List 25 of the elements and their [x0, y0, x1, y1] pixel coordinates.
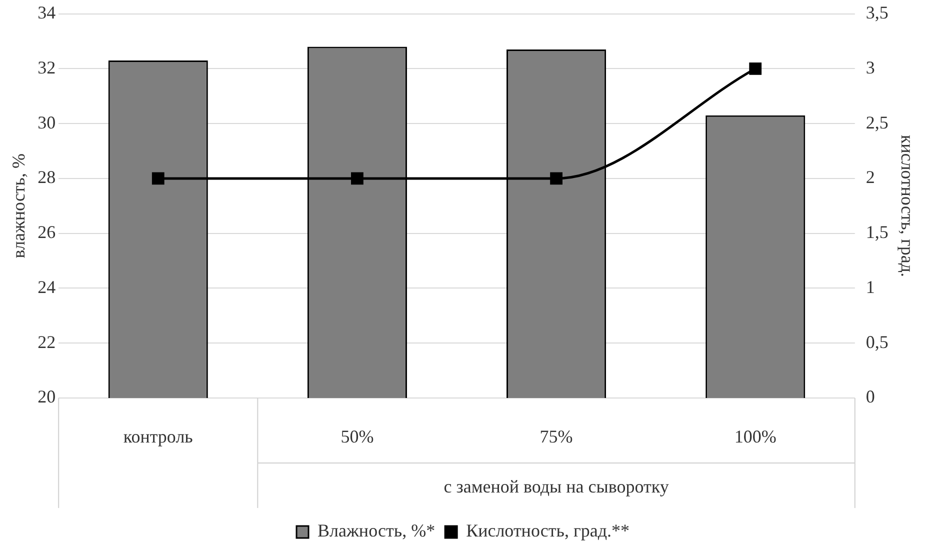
- x-tick-label: 75%: [540, 426, 573, 447]
- y-tick-label: 26: [38, 222, 56, 242]
- y-tick-label: 20: [38, 386, 56, 407]
- y-tick-label: 30: [38, 112, 56, 132]
- legend-label: Влажность, %*: [318, 520, 436, 541]
- y2-tick-label: 0,5: [866, 332, 888, 352]
- y2-tick-label: 3: [866, 57, 875, 78]
- y-axis-title: влажность, %: [8, 153, 29, 258]
- y2-tick-label: 1: [866, 276, 875, 297]
- y-tick-label: 28: [38, 167, 56, 188]
- text: с заменой воды на сыворотку: [444, 476, 669, 497]
- x-tick-label: 50%: [340, 426, 374, 447]
- y-tick-label: 24: [38, 276, 56, 297]
- x-tick-label: контроль: [123, 426, 193, 447]
- x-tick-label: 100%: [734, 426, 776, 447]
- legend-label: Кислотность, град.**: [466, 520, 630, 541]
- y2-tick-label: 3,5: [866, 2, 888, 23]
- y2-tick-label: 2: [866, 167, 875, 188]
- y2-tick-label: 2,5: [866, 112, 888, 132]
- y-tick-label: 22: [38, 332, 56, 352]
- y-tick-label: 34: [38, 2, 56, 23]
- y2-axis-title: кислотность, град.: [897, 134, 918, 277]
- y2-tick-label: 1,5: [866, 222, 888, 242]
- y2-tick-label: 0: [866, 386, 875, 407]
- y-tick-label: 32: [38, 57, 56, 78]
